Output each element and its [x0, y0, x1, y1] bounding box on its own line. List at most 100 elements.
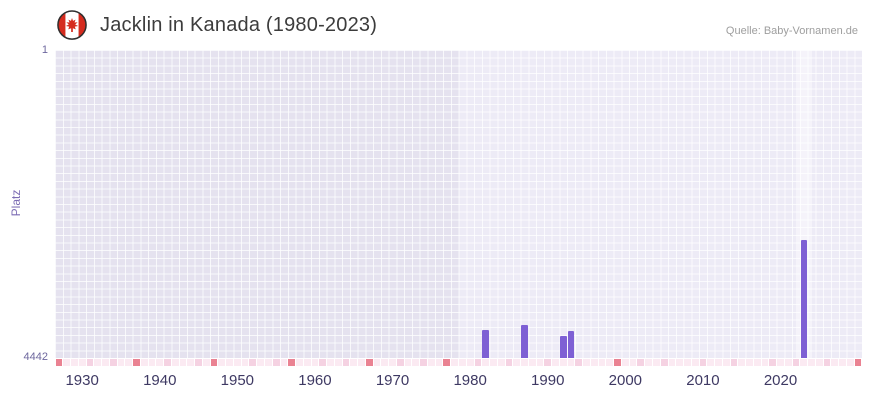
heat-cell: [327, 359, 334, 366]
heat-cell: [583, 359, 590, 366]
y-axis-label: Platz: [9, 189, 23, 217]
bar-1987[interactable]: [521, 324, 528, 358]
bar-1992[interactable]: [559, 335, 567, 358]
heat-cell: [792, 359, 800, 366]
heat-cell: [777, 359, 784, 366]
heat-cell: [358, 359, 365, 366]
year-heat-strip: [55, 359, 862, 366]
heat-cell: [342, 359, 350, 366]
heat-cell: [202, 359, 210, 366]
bar-2023[interactable]: [800, 239, 808, 358]
heat-cell: [575, 359, 583, 366]
x-tick-1950: 1950: [220, 372, 255, 389]
heat-cell: [691, 359, 699, 366]
heat-cell: [715, 359, 722, 366]
heat-cell: [148, 359, 156, 366]
heat-cell: [63, 359, 70, 366]
x-tick-2000: 2000: [608, 372, 643, 389]
heat-cell: [334, 359, 342, 366]
heat-cell: [280, 359, 288, 366]
heat-cell: [427, 359, 435, 366]
heat-cell: [319, 359, 327, 366]
heat-cell: [86, 359, 94, 366]
heat-cell: [420, 359, 427, 366]
heat-cell: [614, 359, 621, 366]
bar-1982[interactable]: [482, 330, 489, 358]
heat-cell: [784, 359, 792, 366]
heat-cell: [598, 359, 606, 366]
heat-cell: [412, 359, 420, 366]
x-tick-2020: 2020: [763, 372, 798, 389]
x-tick-1930: 1930: [65, 372, 99, 389]
heat-cell: [552, 359, 559, 366]
heat-cell: [621, 359, 629, 366]
heat-cell: [652, 359, 660, 366]
heat-cell: [474, 359, 482, 366]
heat-cell: [249, 359, 257, 366]
heat-cell: [645, 359, 652, 366]
heat-cell: [102, 359, 109, 366]
heat-cell: [435, 359, 443, 366]
x-tick-1970: 1970: [375, 372, 410, 389]
heat-cell: [226, 359, 233, 366]
heat-cell: [94, 359, 102, 366]
heat-cell: [707, 359, 715, 366]
heat-cell: [676, 359, 684, 366]
heat-cell: [513, 359, 521, 366]
heat-cell: [125, 359, 133, 366]
heat-cell: [233, 359, 241, 366]
heat-cell: [730, 359, 738, 366]
heat-cell: [846, 359, 854, 366]
canada-flag-icon: [57, 10, 87, 40]
heat-cell: [521, 359, 528, 366]
heat-cell: [71, 359, 78, 366]
heat-cell: [753, 359, 761, 366]
heat-cell: [746, 359, 753, 366]
heat-cell: [831, 359, 839, 366]
heat-cell: [265, 359, 272, 366]
x-axis: 1930 1940 1950 1960 1970 1980 1990 2000 2010 2020: [55, 372, 862, 394]
heat-cell: [854, 359, 862, 366]
heat-cell: [396, 359, 404, 366]
heat-cell: [140, 359, 148, 366]
heat-cell: [637, 359, 645, 366]
heat-cell: [404, 359, 412, 366]
heat-cell: [738, 359, 746, 366]
heat-cell: [451, 359, 458, 366]
heat-cell: [179, 359, 187, 366]
heat-cell: [761, 359, 769, 366]
heat-cell: [443, 359, 451, 366]
x-tick-1960: 1960: [298, 372, 332, 389]
y-tick-bottom: 4442: [23, 351, 48, 363]
chart-header: Jacklin in Kanada (1980-2023): [57, 10, 377, 40]
heat-cell: [482, 359, 490, 366]
heat-cell: [241, 359, 249, 366]
heat-cell: [800, 359, 808, 366]
y-tick-top: 1: [41, 44, 48, 56]
heat-cell: [528, 359, 536, 366]
heat-cell: [117, 359, 125, 366]
heat-cell: [164, 359, 171, 366]
heat-cell: [210, 359, 218, 366]
bar-1993[interactable]: [567, 330, 575, 358]
x-tick-1990: 1990: [531, 372, 565, 389]
heat-cell: [78, 359, 86, 366]
heat-cell: [536, 359, 544, 366]
heat-cell: [350, 359, 358, 366]
x-tick-1980: 1980: [453, 372, 487, 389]
x-tick-2010: 2010: [686, 372, 720, 389]
heat-cell: [629, 359, 637, 366]
plot-area[interactable]: [55, 50, 862, 358]
heat-cell: [606, 359, 614, 366]
heat-cell: [187, 359, 195, 366]
heat-cell: [808, 359, 815, 366]
chart-title: Jacklin in Kanada (1980-2023): [100, 13, 378, 36]
heat-cell: [257, 359, 264, 366]
heat-cell: [109, 359, 117, 366]
heat-cell: [722, 359, 730, 366]
heat-cell: [497, 359, 505, 366]
heat-cell: [567, 359, 575, 366]
heat-cell: [296, 359, 303, 366]
heat-cell: [544, 359, 552, 366]
